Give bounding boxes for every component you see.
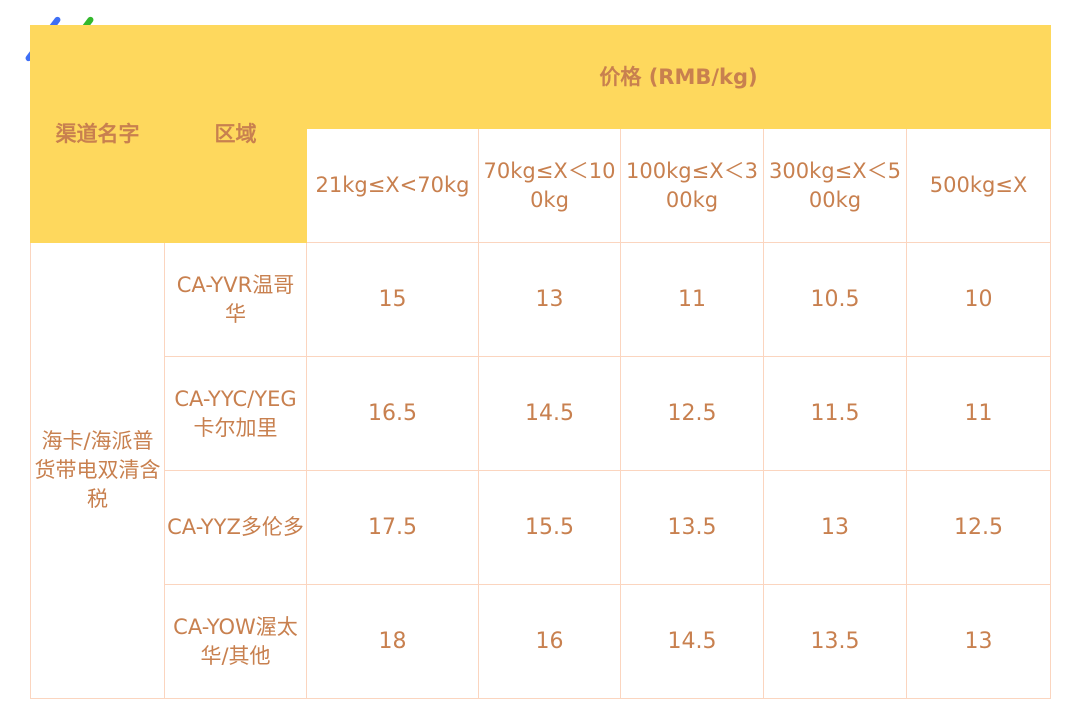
price-cell: 15: [306, 242, 479, 357]
header-tier: 21kg≤X<70kg: [306, 128, 479, 243]
price-cell: 13.5: [620, 470, 764, 585]
price-cell: 14.5: [620, 584, 764, 699]
table-row: CA-YYZ多伦多 17.5 15.5 13.5 13 12.5: [31, 470, 1052, 585]
region-cell: CA-YYC/YEG卡尔加里: [164, 356, 307, 471]
price-cell: 13: [478, 242, 621, 357]
header-region: 区域: [164, 25, 307, 243]
price-cell: 10: [905, 242, 1052, 357]
price-cell: 10.5: [763, 242, 907, 357]
header-price: 价格 (RMB/kg): [305, 25, 1052, 129]
price-cell: 11.5: [763, 356, 907, 471]
table-row: CA-YYC/YEG卡尔加里 16.5 14.5 12.5 11.5 11: [31, 356, 1052, 471]
header-tier: 70kg≤X＜100kg: [478, 128, 621, 243]
header-tier: 100kg≤X＜300kg: [620, 128, 764, 243]
price-cell: 12.5: [620, 356, 764, 471]
price-cell: 11: [620, 242, 764, 357]
header-tier: 500kg≤X: [905, 128, 1052, 243]
region-cell: CA-YOW渥太华/其他: [164, 584, 307, 699]
region-cell: CA-YVR温哥华: [164, 242, 307, 357]
price-cell: 13.5: [763, 584, 907, 699]
region-cell: CA-YYZ多伦多: [164, 470, 307, 585]
table-row: 海卡/海派普货带电双清含税 CA-YVR温哥华 15 13 11 10.5 10: [30, 242, 1052, 699]
price-cell: 14.5: [478, 356, 621, 471]
price-cell: 18: [306, 584, 479, 699]
header-tier: 300kg≤X＜500kg: [763, 128, 907, 243]
channel-name: 海卡/海派普货带电双清含税: [30, 242, 165, 699]
price-cell: 17.5: [306, 470, 479, 585]
price-cell: 12.5: [905, 470, 1052, 585]
price-cell: 15.5: [478, 470, 621, 585]
price-cell: 13: [905, 584, 1052, 699]
price-cell: 13: [763, 470, 907, 585]
price-table: 渠道名字 区域 价格 (RMB/kg) 21kg≤X<70kg 70kg≤X＜1…: [30, 25, 1052, 699]
price-cell: 16: [478, 584, 621, 699]
header-channel: 渠道名字: [30, 25, 165, 243]
table-row: CA-YOW渥太华/其他 18 16 14.5 13.5 13: [31, 584, 1052, 699]
price-cell: 11: [905, 356, 1052, 471]
price-cell: 16.5: [306, 356, 479, 471]
